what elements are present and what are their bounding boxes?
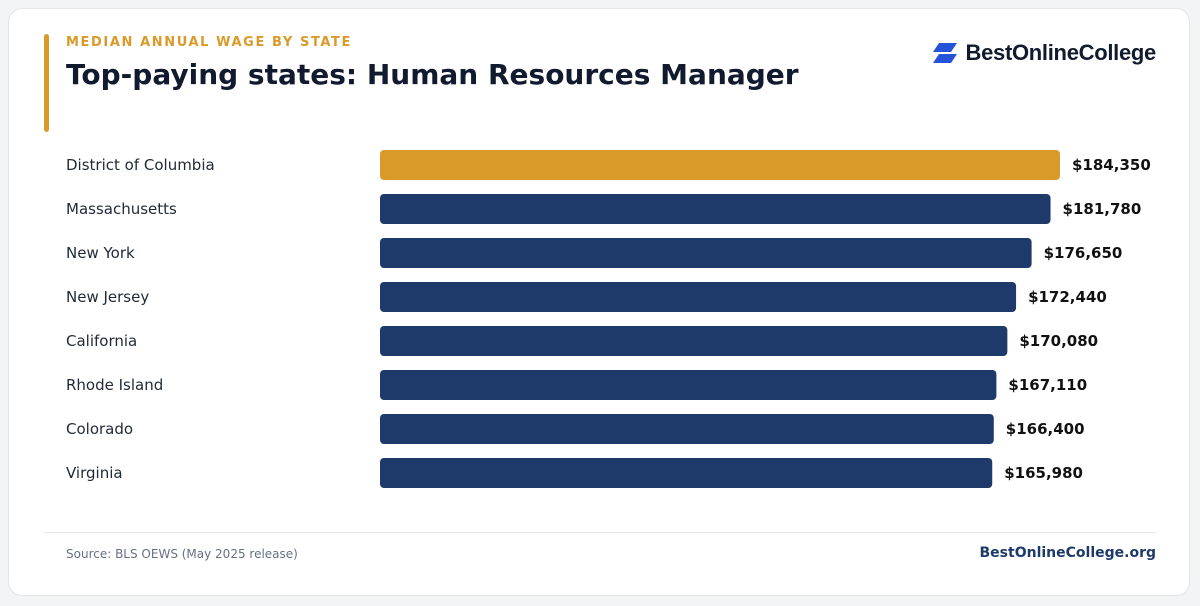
category-label: Virginia <box>66 464 123 482</box>
category-label: New York <box>66 244 135 262</box>
value-label: $166,400 <box>1006 420 1085 438</box>
bar[interactable] <box>380 282 1017 312</box>
category-label: California <box>66 332 137 350</box>
bar[interactable] <box>380 150 1060 180</box>
category-label: Massachusetts <box>66 200 177 218</box>
stacked-parallelogram-logo-icon <box>932 43 957 63</box>
bar[interactable] <box>380 194 1051 224</box>
footer-divider <box>44 532 1156 533</box>
accent-bar <box>44 34 49 132</box>
bar[interactable] <box>380 326 1008 356</box>
bar[interactable] <box>380 370 997 400</box>
footer-site-link[interactable]: BestOnlineCollege.org <box>979 545 1156 561</box>
category-label: New Jersey <box>66 288 149 306</box>
category-label: Colorado <box>66 420 133 438</box>
value-label: $181,780 <box>1063 200 1142 218</box>
value-label: $170,080 <box>1019 332 1098 350</box>
value-label: $167,110 <box>1008 376 1087 394</box>
category-label: Rhode Island <box>66 376 163 394</box>
bar[interactable] <box>380 414 994 444</box>
value-label: $184,350 <box>1072 156 1151 174</box>
value-label: $172,440 <box>1028 288 1107 306</box>
category-label: District of Columbia <box>66 156 215 174</box>
brand-logo-text: BestOnlineCollege <box>965 40 1157 65</box>
bar[interactable] <box>380 238 1032 268</box>
chart-title: Top-paying states: Human Resources Manag… <box>66 58 799 91</box>
brand-logo[interactable]: BestOnlineCollege <box>932 40 1157 66</box>
chart-eyebrow: MEDIAN ANNUAL WAGE BY STATE <box>66 35 353 50</box>
value-label: $165,980 <box>1004 464 1083 482</box>
bar[interactable] <box>380 458 993 488</box>
value-label: $176,650 <box>1044 244 1123 262</box>
source-note: Source: BLS OEWS (May 2025 release) <box>66 547 298 561</box>
